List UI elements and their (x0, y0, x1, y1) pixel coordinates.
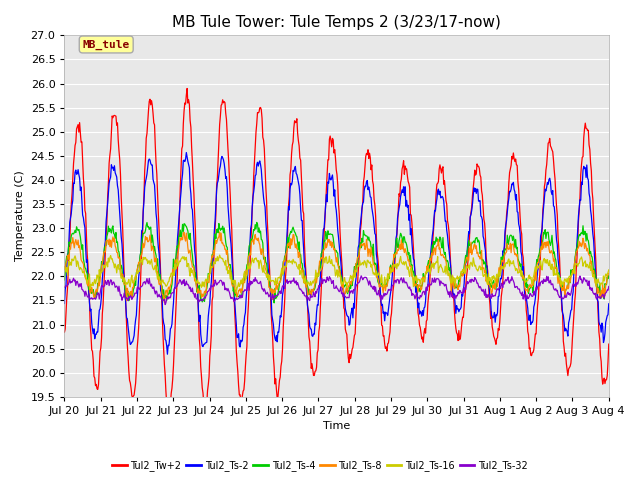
Tul2_Ts-32 (127, 293, 134, 299)
Tul2_Ts-8 (605, 270, 612, 276)
Tul2_Ts-8 (127, 291, 134, 297)
Line: Tul2_Ts-4: Tul2_Ts-4 (65, 222, 609, 303)
Tul2_Tw+2 (165, 412, 173, 418)
Tul2_Ts-32 (70, 278, 78, 284)
Tul2_Tw+2 (127, 380, 134, 386)
Tul2_Ts-32 (605, 284, 612, 289)
Line: Tul2_Ts-16: Tul2_Ts-16 (65, 255, 609, 292)
Tul2_Ts-4 (211, 240, 218, 246)
Tul2_Ts-4 (182, 223, 189, 228)
Tul2_Ts-32 (161, 301, 169, 307)
Tul2_Ts-4 (270, 300, 278, 306)
Tul2_Ts-2 (182, 150, 190, 156)
Tul2_Tw+2 (404, 179, 412, 184)
Tul2_Ts-2 (420, 305, 428, 311)
Tul2_Ts-8 (61, 265, 68, 271)
Tul2_Ts-32 (211, 277, 219, 283)
Tul2_Ts-32 (420, 288, 428, 294)
Line: Tul2_Ts-2: Tul2_Ts-2 (65, 153, 609, 354)
Tul2_Ts-16 (232, 289, 240, 295)
Tul2_Tw+2 (420, 330, 428, 336)
Tul2_Tw+2 (182, 92, 190, 98)
Tul2_Ts-16 (216, 252, 223, 258)
Tul2_Ts-2 (61, 300, 68, 306)
Tul2_Ts-2 (183, 155, 191, 160)
Tul2_Ts-16 (605, 267, 612, 273)
Y-axis label: Temperature (C): Temperature (C) (15, 171, 25, 262)
Tul2_Ts-2 (212, 203, 220, 208)
Tul2_Ts-8 (161, 300, 168, 305)
Tul2_Tw+2 (212, 213, 220, 218)
Tul2_Ts-8 (182, 230, 190, 236)
Tul2_Ts-16 (127, 284, 134, 290)
Legend: Tul2_Tw+2, Tul2_Ts-2, Tul2_Ts-4, Tul2_Ts-8, Tul2_Ts-16, Tul2_Ts-32: Tul2_Tw+2, Tul2_Ts-2, Tul2_Ts-4, Tul2_Ts… (108, 456, 532, 475)
Title: MB Tule Tower: Tule Temps 2 (3/23/17-now): MB Tule Tower: Tule Temps 2 (3/23/17-now… (172, 15, 501, 30)
Tul2_Ts-2 (605, 301, 612, 307)
Tul2_Ts-16 (70, 255, 78, 261)
Tul2_Ts-8 (70, 245, 78, 251)
Tul2_Ts-4 (605, 273, 612, 278)
Tul2_Ts-32 (357, 273, 365, 279)
Tul2_Tw+2 (183, 85, 191, 91)
Tul2_Ts-16 (61, 264, 68, 269)
Line: Tul2_Ts-32: Tul2_Ts-32 (65, 276, 609, 304)
Tul2_Ts-32 (61, 284, 68, 290)
Tul2_Tw+2 (605, 341, 612, 347)
Tul2_Ts-4 (253, 219, 260, 225)
Tul2_Ts-32 (404, 285, 412, 290)
Tul2_Ts-16 (182, 255, 189, 261)
Tul2_Ts-16 (404, 264, 412, 270)
Tul2_Ts-16 (211, 260, 218, 266)
Tul2_Tw+2 (70, 152, 78, 158)
Tul2_Ts-8 (420, 276, 428, 282)
Line: Tul2_Tw+2: Tul2_Tw+2 (65, 88, 609, 415)
Tul2_Ts-4 (61, 277, 68, 283)
Tul2_Ts-4 (420, 277, 428, 283)
X-axis label: Time: Time (323, 421, 350, 432)
Tul2_Ts-2 (70, 180, 78, 186)
Text: MB_tule: MB_tule (83, 39, 130, 49)
Tul2_Ts-4 (70, 229, 78, 235)
Tul2_Ts-16 (420, 276, 428, 281)
Tul2_Ts-2 (127, 342, 134, 348)
Tul2_Ts-8 (216, 229, 223, 235)
Tul2_Ts-2 (404, 203, 412, 208)
Tul2_Ts-32 (182, 278, 190, 284)
Tul2_Tw+2 (61, 329, 68, 335)
Tul2_Ts-8 (404, 258, 412, 264)
Tul2_Ts-4 (404, 252, 412, 258)
Tul2_Ts-4 (127, 289, 134, 295)
Line: Tul2_Ts-8: Tul2_Ts-8 (65, 232, 609, 302)
Tul2_Ts-2 (164, 351, 172, 357)
Tul2_Ts-8 (211, 243, 219, 249)
